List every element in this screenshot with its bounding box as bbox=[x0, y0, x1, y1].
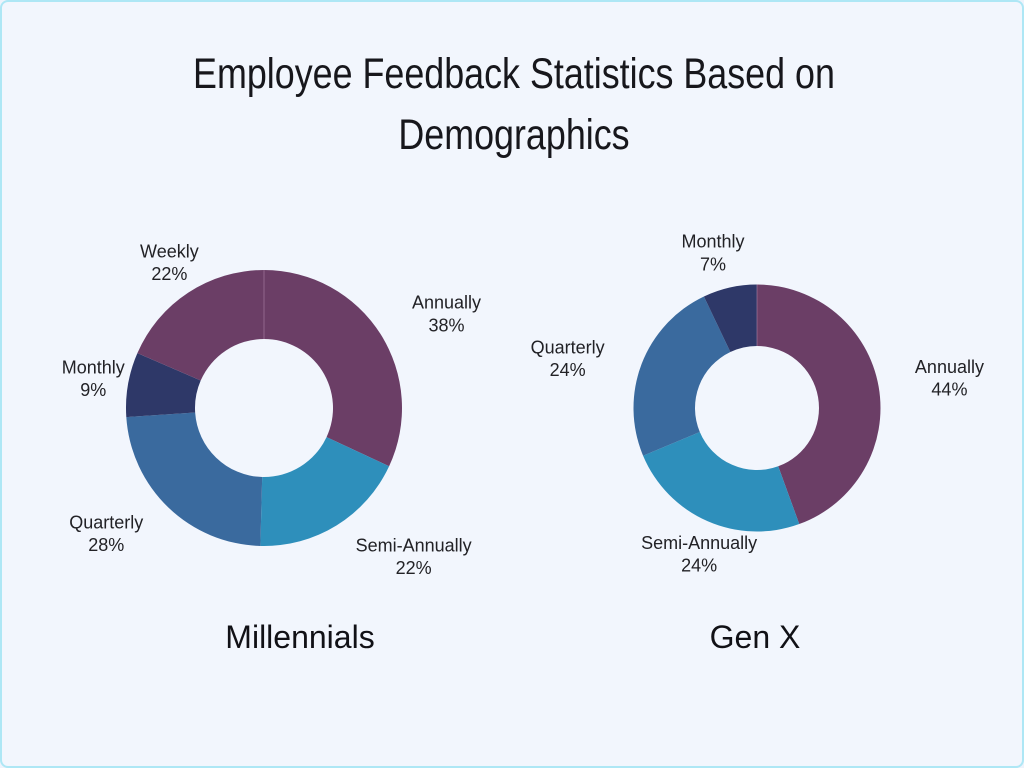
svg-text:Annually: Annually bbox=[412, 293, 481, 313]
svg-text:Quarterly: Quarterly bbox=[69, 512, 143, 532]
svg-text:7%: 7% bbox=[700, 254, 726, 274]
svg-text:9%: 9% bbox=[80, 380, 106, 400]
svg-text:Semi-Annually: Semi-Annually bbox=[356, 535, 472, 555]
svg-text:44%: 44% bbox=[931, 380, 967, 400]
svg-text:24%: 24% bbox=[550, 360, 586, 380]
svg-text:Monthly: Monthly bbox=[62, 357, 125, 377]
svg-text:24%: 24% bbox=[681, 556, 717, 576]
svg-text:38%: 38% bbox=[428, 315, 464, 335]
svg-text:28%: 28% bbox=[88, 535, 124, 555]
svg-text:Monthly: Monthly bbox=[681, 232, 744, 252]
svg-text:Quarterly: Quarterly bbox=[531, 337, 605, 357]
svg-text:Weekly: Weekly bbox=[140, 241, 199, 261]
svg-text:22%: 22% bbox=[396, 558, 432, 578]
svg-text:22%: 22% bbox=[151, 264, 187, 284]
svg-text:Semi-Annually: Semi-Annually bbox=[641, 533, 757, 553]
svg-text:Annually: Annually bbox=[915, 357, 984, 377]
